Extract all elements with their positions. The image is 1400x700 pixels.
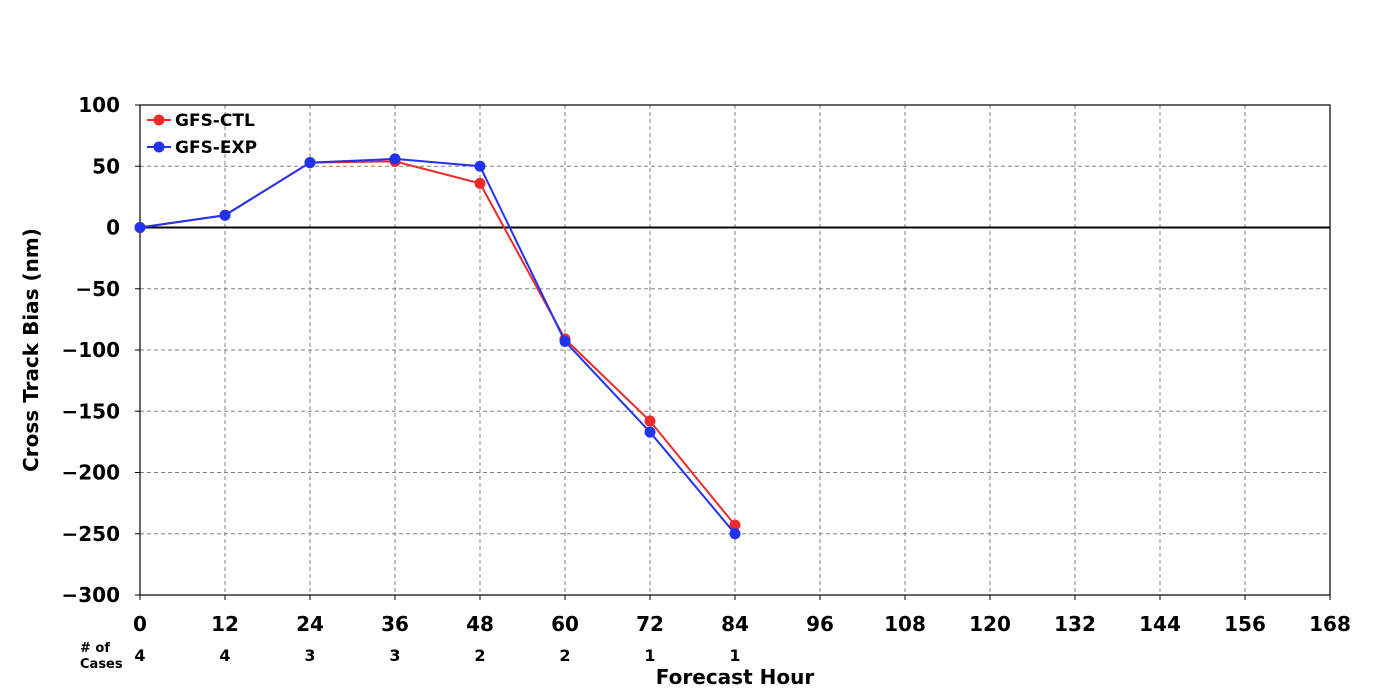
- case-count: 4: [134, 646, 145, 665]
- x-tick-label: 144: [1139, 612, 1181, 636]
- x-axis-title: Forecast Hour: [656, 665, 815, 689]
- y-tick-label: −250: [61, 522, 120, 546]
- case-count: 1: [644, 646, 655, 665]
- cases-label-line1: # of: [80, 641, 110, 656]
- y-tick-label: −150: [61, 399, 120, 423]
- cases-label-line2: Cases: [80, 657, 123, 672]
- legend-label: GFS-EXP: [175, 138, 257, 158]
- case-count: 3: [304, 646, 315, 665]
- data-point: [644, 415, 656, 427]
- case-count: 1: [729, 646, 740, 665]
- y-axis-title: Cross Track Bias (nm): [19, 228, 43, 472]
- legend-label: GFS-CTL: [175, 111, 255, 131]
- legend: GFS-CTL GFS-EXP: [147, 111, 257, 158]
- series-line: [139, 157, 736, 535]
- data-point: [729, 519, 741, 531]
- series-gfs-exp: [134, 153, 741, 540]
- x-axis-ticks: 0 12 24 36 48 60 72 84 96 108 120 132 144 156 168: [133, 595, 1351, 636]
- x-tick-label: 24: [296, 612, 324, 636]
- data-point: [729, 528, 741, 540]
- case-count: 3: [389, 646, 400, 665]
- y-tick-label: 100: [78, 93, 120, 117]
- y-tick-label: −300: [61, 583, 120, 607]
- y-axis-ticks: 100 50 0 −50 −100 −150 −200 −250 −300: [61, 93, 140, 607]
- cases-row: # of Cases 4 4 3 3 2 2 1 1: [80, 641, 741, 672]
- case-count: 2: [559, 646, 570, 665]
- data-point: [474, 177, 486, 189]
- y-tick-label: 0: [106, 216, 120, 240]
- data-point: [389, 153, 401, 165]
- x-tick-label: 132: [1054, 612, 1096, 636]
- x-tick-label: 48: [466, 612, 494, 636]
- y-tick-label: −200: [61, 461, 120, 485]
- series-layer: [134, 153, 741, 540]
- data-point: [559, 335, 571, 347]
- y-tick-label: −50: [75, 277, 120, 301]
- x-tick-label: 0: [133, 612, 147, 636]
- data-point: [134, 222, 146, 233]
- x-tick-label: 72: [636, 612, 664, 636]
- data-point: [304, 157, 316, 169]
- case-count: 4: [219, 646, 230, 665]
- x-tick-label: 96: [806, 612, 834, 636]
- x-tick-label: 120: [969, 612, 1011, 636]
- data-point: [474, 160, 486, 172]
- x-tick-label: 36: [381, 612, 409, 636]
- x-tick-label: 108: [884, 612, 926, 636]
- data-point: [644, 426, 656, 438]
- data-point: [219, 209, 231, 221]
- x-tick-label: 60: [551, 612, 579, 636]
- y-tick-label: −100: [61, 338, 120, 362]
- case-count: 2: [474, 646, 485, 665]
- legend-marker: [153, 114, 165, 126]
- x-tick-label: 156: [1224, 612, 1266, 636]
- x-tick-label: 168: [1309, 612, 1351, 636]
- y-tick-label: 50: [92, 154, 120, 178]
- x-tick-label: 12: [211, 612, 239, 636]
- x-tick-label: 84: [721, 612, 749, 636]
- legend-marker: [153, 141, 165, 153]
